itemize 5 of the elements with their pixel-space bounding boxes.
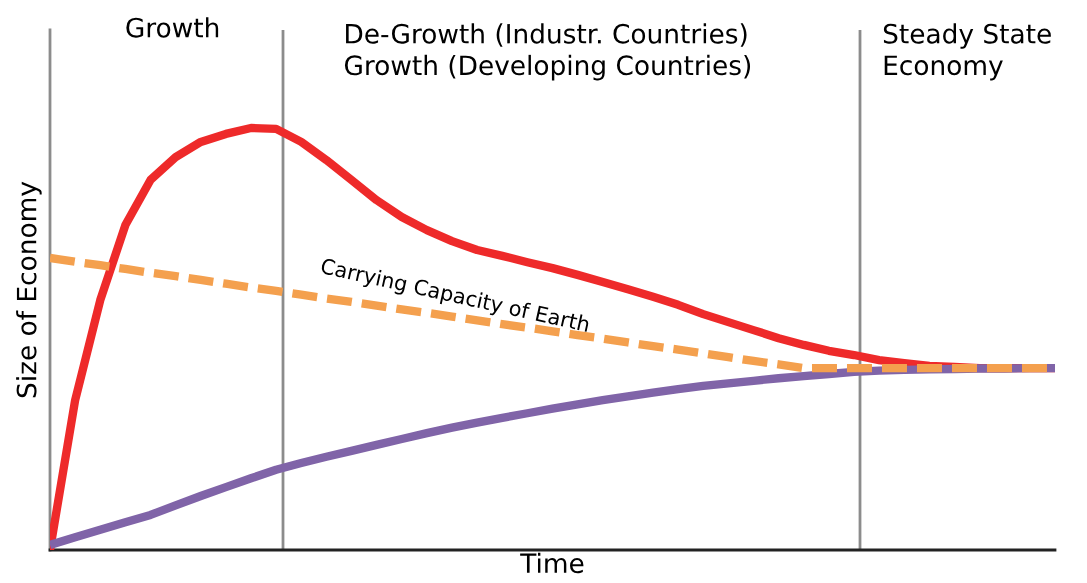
text: Growth — [126, 17, 219, 38]
text: Steady State Economy — [883, 23, 1051, 81]
x-axis-title: Time — [520, 552, 584, 574]
y-axis-title: Size of Economy — [16, 181, 42, 398]
text: De-Growth (Industr. Countries) Growth (Developing Countries) — [344, 23, 751, 81]
